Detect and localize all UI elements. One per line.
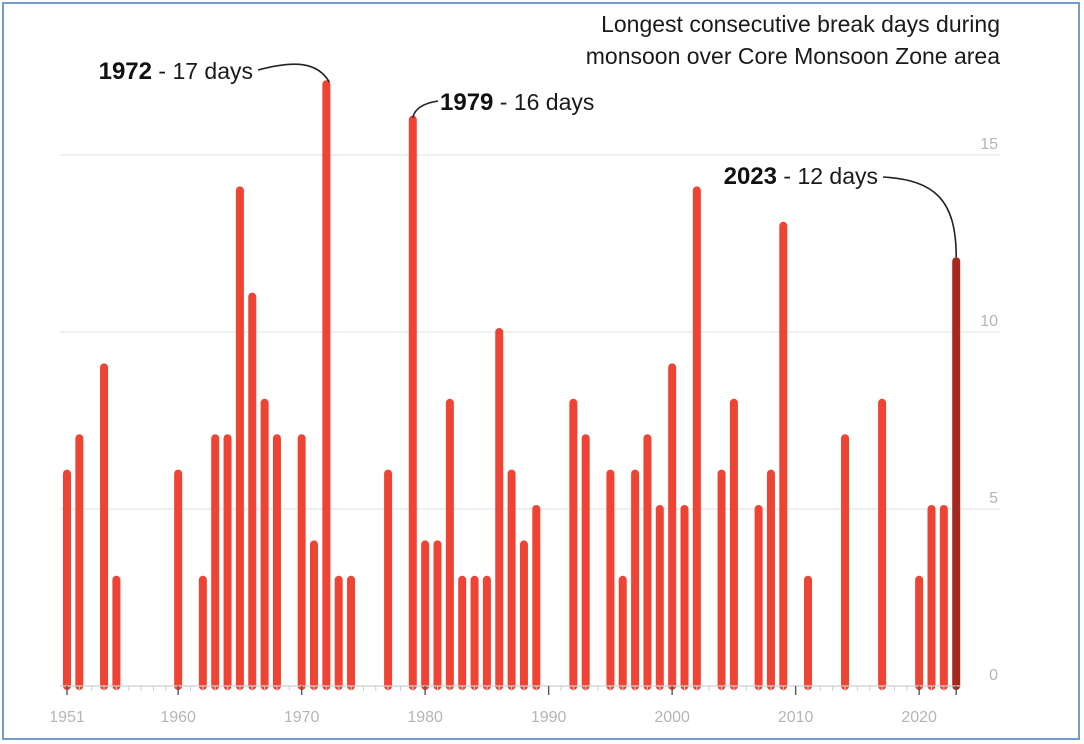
annotation-text: - 16 days [493, 89, 594, 115]
x-tick-label: 2000 [654, 709, 690, 726]
bars [63, 80, 961, 690]
annotation-text: - 17 days [152, 58, 253, 84]
y-tick-label: 10 [980, 313, 998, 330]
annotation-label-1979: 1979 - 16 days [440, 89, 594, 116]
x-tick-label: 2010 [778, 709, 814, 726]
annotation-year: 1979 [440, 89, 493, 116]
x-tick-label: 1960 [160, 709, 196, 726]
x-tick-label: 1970 [284, 709, 320, 726]
y-tick-label: 5 [989, 490, 998, 507]
x-axis [60, 685, 960, 695]
annotation-connector [882, 176, 957, 258]
annotation-text: - 12 days [777, 163, 878, 189]
x-tick-label: 1990 [531, 709, 567, 726]
annotation-label-2023: 2023 - 12 days [724, 163, 878, 190]
gridlines [60, 154, 1000, 510]
y-tick-label: 0 [989, 667, 998, 684]
x-tick-label: 1951 [49, 709, 85, 726]
x-tick-label: 2020 [901, 709, 937, 726]
annotations: 1972 - 17 days 1979 - 16 days 2023 - 12 da… [99, 58, 957, 258]
chart-title-line-2: monsoon over Core Monsoon Zone area [586, 43, 1000, 69]
x-tick-labels: 1951 1960 1970 1980 1990 2000 2010 2020 [49, 709, 937, 726]
annotation-connector [257, 63, 331, 83]
chart-title-line-1: Longest consecutive break days during [601, 11, 1000, 37]
annotation-label-1972: 1972 - 17 days [99, 58, 253, 85]
y-tick-labels: 0 5 10 15 [980, 136, 998, 684]
x-tick-label: 1980 [407, 709, 443, 726]
annotation-year: 2023 [724, 163, 777, 190]
annotation-connector [412, 100, 439, 118]
annotation-year: 1972 [99, 58, 152, 85]
y-tick-label: 15 [980, 136, 998, 153]
